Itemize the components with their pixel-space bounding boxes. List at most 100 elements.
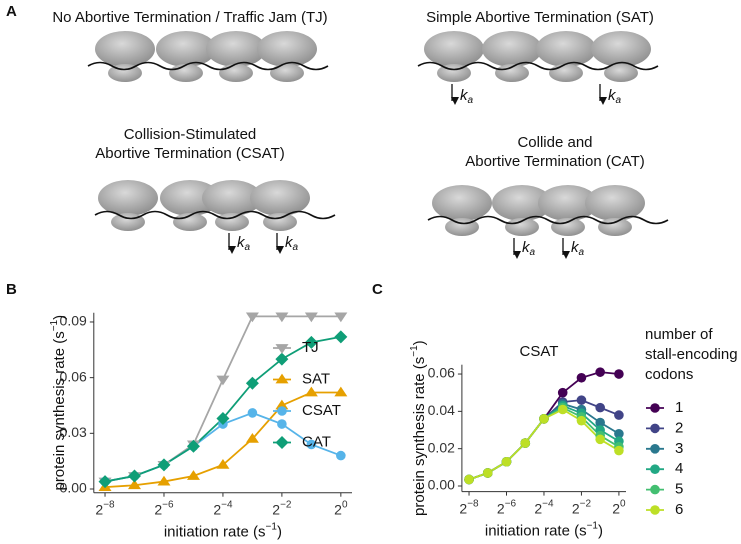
ribosome-chain — [87, 31, 329, 82]
legend-marker — [275, 373, 289, 384]
x-axis-label: initiation rate (s−1) — [164, 521, 282, 540]
marker — [595, 434, 605, 445]
x-axis-label-exponent: −1 — [266, 521, 278, 532]
legend-label: 3 — [675, 440, 683, 457]
x-axis-label-close: ) — [277, 524, 282, 541]
ribosome-chain — [427, 185, 669, 259]
legend-label: TJ — [302, 339, 319, 356]
marker — [576, 372, 587, 383]
marker — [98, 475, 112, 489]
rate-label: ka — [522, 239, 536, 258]
y-tick-label: 0.00 — [60, 480, 87, 496]
marker — [464, 474, 474, 485]
legend-label: 6 — [675, 501, 683, 518]
x-tick-label: 2−6 — [154, 499, 174, 517]
marker — [245, 433, 259, 443]
rate-subscript: a — [530, 247, 536, 258]
marker — [334, 386, 348, 397]
marker — [216, 459, 230, 469]
x-tick-base: 2 — [534, 500, 542, 516]
marker — [501, 456, 512, 467]
marker — [557, 387, 568, 398]
marker — [576, 415, 587, 426]
marker — [275, 312, 289, 323]
x-tick-label: 2−4 — [534, 498, 554, 516]
marker — [614, 428, 624, 439]
marker — [245, 376, 259, 390]
marker — [247, 408, 258, 418]
marker — [482, 468, 493, 478]
marker — [216, 411, 230, 425]
legend-title: stall-encoding — [645, 346, 738, 363]
marker — [520, 438, 531, 448]
x-tick-base: 2 — [459, 500, 467, 516]
marker — [539, 414, 549, 424]
x-tick-exponent: −2 — [580, 498, 592, 509]
scheme-title: Collision-Stimulated — [124, 126, 257, 143]
y-tick-label: 0.00 — [428, 477, 455, 493]
marker — [186, 470, 200, 480]
x-tick-label: 20 — [334, 499, 348, 517]
marker — [157, 458, 171, 472]
y-axis-label-text: protein synthesis rate (s — [411, 357, 428, 516]
x-tick-label: 2−2 — [572, 498, 592, 516]
y-tick-label: 0.03 — [60, 424, 87, 440]
y-axis-label: protein synthesis rate (s−1) — [49, 315, 68, 491]
x-axis-label-exponent: −1 — [587, 520, 599, 531]
x-tick-base: 2 — [154, 501, 162, 517]
marker — [304, 312, 318, 323]
y-axis-label-exponent: −1 — [49, 319, 60, 331]
marker — [557, 404, 568, 415]
marker — [576, 395, 587, 405]
rate-subscript: a — [616, 95, 622, 106]
x-tick-label: 2−8 — [95, 499, 115, 517]
x-tick-label: 2−4 — [213, 499, 233, 517]
y-axis-label: protein synthesis rate (s−1) — [409, 340, 428, 516]
legend-marker — [650, 444, 660, 454]
x-tick-exponent: 0 — [342, 499, 348, 510]
legend-label: 2 — [675, 419, 683, 436]
marker — [614, 410, 624, 420]
x-tick-label: 20 — [612, 498, 626, 516]
rate-label: ka — [608, 87, 622, 106]
marker — [128, 479, 142, 490]
marker — [186, 439, 200, 453]
y-axis-label-exponent: −1 — [409, 345, 420, 357]
rate-subscript: a — [245, 242, 251, 253]
rate-subscript: a — [293, 242, 299, 253]
panel-label: C — [372, 281, 383, 298]
rate-symbol: k — [571, 239, 580, 256]
x-tick-exponent: −4 — [221, 499, 233, 510]
ribosome-chain — [94, 180, 336, 254]
marker — [304, 386, 318, 397]
scheme-title: No Abortive Termination / Traffic Jam (T… — [52, 9, 327, 26]
y-axis-label-close: ) — [411, 340, 428, 345]
legend-label: CAT — [302, 433, 331, 450]
ribosome-chain — [417, 31, 659, 105]
marker — [595, 367, 605, 377]
y-tick-label: 0.02 — [428, 439, 455, 455]
legend-marker — [650, 464, 660, 475]
legend-label: 5 — [675, 481, 683, 498]
x-tick-exponent: −6 — [162, 499, 174, 510]
rate-symbol: k — [285, 234, 294, 251]
x-tick-exponent: −6 — [505, 498, 517, 509]
panel-label: B — [6, 281, 17, 298]
marker — [614, 369, 624, 379]
x-tick-label: 2−6 — [497, 498, 517, 516]
x-tick-label: 2−2 — [272, 499, 292, 517]
x-tick-base: 2 — [334, 501, 342, 517]
y-axis-label-text: protein synthesis rate (s — [51, 331, 68, 490]
x-axis-label-text: initiation rate (s — [485, 523, 587, 540]
y-tick-label: 0.06 — [428, 365, 455, 381]
legend-marker — [650, 423, 660, 434]
x-tick-base: 2 — [272, 501, 280, 517]
x-tick-exponent: −8 — [103, 499, 115, 510]
rate-label: ka — [571, 239, 585, 258]
scheme-title: Simple Abortive Termination (SAT) — [426, 9, 654, 26]
marker — [128, 469, 142, 483]
marker — [306, 439, 317, 450]
legend-title: codons — [645, 366, 693, 383]
y-axis-label-close: ) — [51, 315, 68, 320]
marker — [595, 402, 605, 413]
